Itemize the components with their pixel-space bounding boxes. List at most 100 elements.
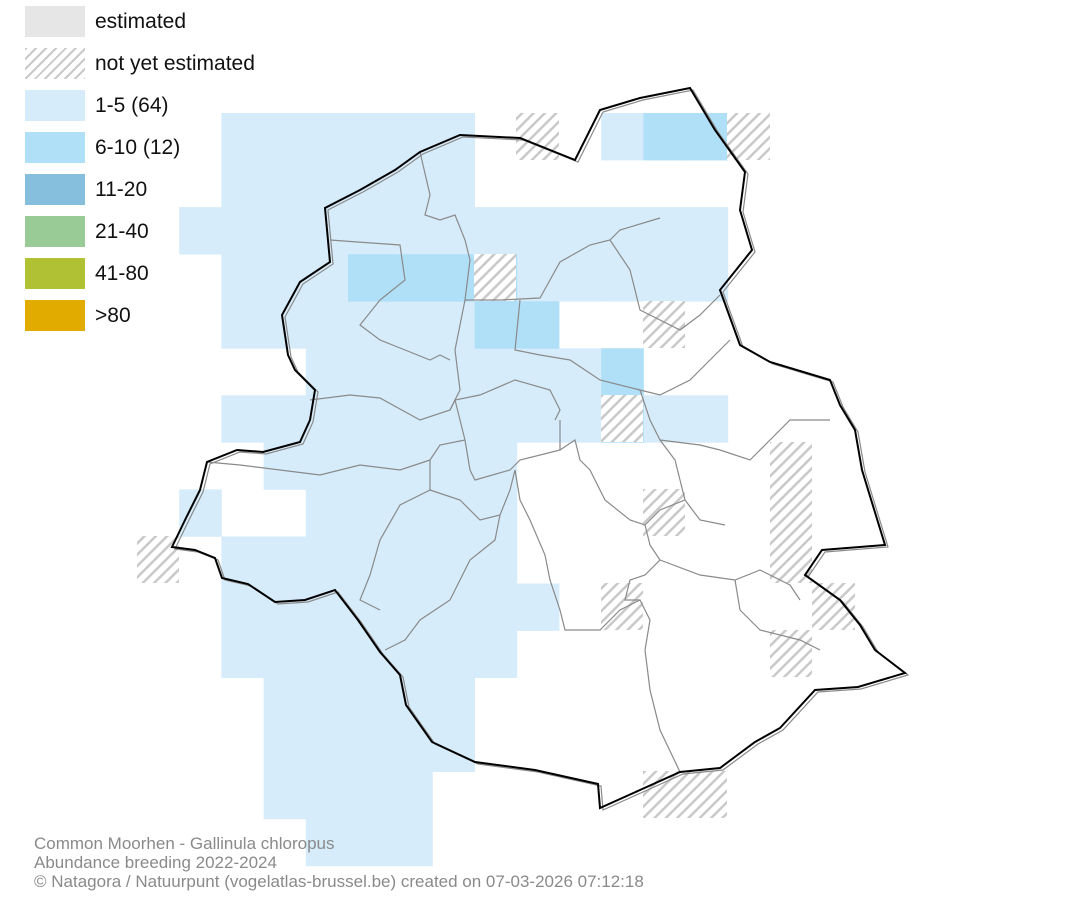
grid-cell-1-5	[474, 207, 518, 255]
municipality-borders	[206, 151, 830, 773]
legend-label: 41-80	[95, 262, 149, 285]
municipality-border	[429, 439, 466, 461]
grid-cell-1-5	[432, 724, 475, 773]
legend-swatch	[25, 216, 85, 247]
hatch-cell	[770, 442, 812, 489]
legend-swatch	[25, 300, 85, 331]
grid-cell-1-5	[432, 160, 475, 208]
map-caption: Common Moorhen - Gallinula chloropus Abu…	[34, 834, 644, 891]
grid-cell-1-5	[305, 489, 349, 537]
municipality-border	[429, 469, 516, 521]
grid-cell-1-5	[305, 771, 349, 820]
municipality-border	[559, 439, 726, 526]
legend-swatch	[25, 90, 85, 121]
legend-label: 1-5 (64)	[95, 94, 169, 117]
grid-cell-1-5	[263, 724, 307, 773]
grid-cell-1-5	[221, 207, 264, 255]
hatch-cell	[770, 630, 812, 677]
grid-cell-1-5	[474, 395, 518, 443]
municipality-border	[465, 217, 661, 301]
grid-cell-1-5	[474, 583, 518, 631]
grid-cell-1-5	[432, 536, 475, 584]
grid-cell-1-5	[263, 536, 307, 584]
grid-cell-1-5	[221, 395, 264, 443]
legend-swatch	[25, 258, 85, 289]
grid-cell-1-5	[685, 395, 729, 443]
grid-cell-1-5	[390, 536, 433, 584]
grid-cell-1-5	[474, 630, 518, 678]
municipality-border	[384, 514, 501, 651]
grid-cell-1-5	[601, 207, 644, 255]
grid-cell-1-5	[305, 113, 349, 161]
grid-cell-1-5	[348, 207, 391, 255]
grid-cell-1-5	[559, 207, 602, 255]
grid-cell-1-5	[348, 724, 391, 773]
grid-cell-1-5	[348, 489, 391, 537]
grid-cell-1-5	[263, 771, 307, 820]
legend-label: >80	[95, 304, 131, 327]
grid-cell-1-5	[559, 254, 602, 302]
municipality-border	[644, 649, 681, 773]
legend-label: 21-40	[95, 220, 149, 243]
grid-cell-1-5	[221, 160, 264, 208]
hatch-cell	[770, 489, 812, 536]
legend-swatch	[25, 6, 85, 37]
grid-cell-1-5	[516, 254, 560, 302]
grid-cell-1-5	[516, 348, 560, 396]
grid-cell-6-10	[390, 254, 433, 302]
grid-cell-1-5	[432, 630, 475, 678]
hatch-cell	[727, 113, 770, 160]
legend-label: 11-20	[95, 178, 148, 201]
hatch-cell	[643, 771, 727, 818]
municipality-border	[734, 579, 821, 651]
grid-cell-6-10	[474, 301, 518, 349]
region-outline	[170, 86, 908, 810]
grid-cell-1-5	[263, 113, 307, 161]
hatch-cell	[812, 583, 855, 630]
grid-cell-1-5	[601, 254, 644, 302]
grid-cell-1-5	[221, 113, 264, 161]
grid-cell-1-5	[263, 160, 307, 208]
grid-cell-1-5	[432, 348, 475, 396]
grid-cell-1-5	[305, 818, 349, 867]
grid-cell-1-5	[432, 301, 475, 349]
municipality-border	[659, 559, 801, 601]
grid-cell-1-5	[390, 395, 433, 443]
grid-cell-1-5	[390, 677, 433, 725]
grid-cell-1-5	[348, 113, 391, 161]
grid-cell-1-5	[305, 442, 349, 490]
grid-cell-1-5	[348, 583, 391, 631]
municipality-border	[329, 239, 451, 361]
grid-cell-1-5	[348, 771, 391, 820]
municipality-border	[419, 151, 471, 411]
grid-cell-1-5	[390, 818, 433, 867]
credits-line: © Natagora / Natuurpunt (vogelatlas-brus…	[34, 872, 644, 891]
grid-cell-1-5	[643, 207, 686, 255]
grid-cell-1-5	[221, 301, 264, 349]
grid-cell-1-5	[390, 207, 433, 255]
grid-cell-1-5	[305, 536, 349, 584]
grid-cell-1-5	[516, 583, 560, 631]
grid-cell-1-5	[348, 348, 391, 396]
grid-cell-6-10	[432, 254, 475, 302]
municipality-border	[454, 399, 561, 481]
grid-cell-1-5	[263, 677, 307, 725]
not-yet-estimated-cells	[137, 113, 855, 818]
grid-cell-1-5	[601, 113, 644, 161]
grid-cell-1-5	[516, 395, 560, 443]
legend-swatch-hatch	[25, 48, 85, 79]
hatch-cell	[137, 536, 179, 583]
grid-cell-1-5	[390, 301, 433, 349]
legend-swatch	[25, 174, 85, 205]
grid-cell-1-5	[474, 489, 518, 537]
municipality-border	[514, 469, 651, 651]
map-subtitle: Abundance breeding 2022-2024	[34, 853, 277, 872]
grid-cell-1-5	[390, 583, 433, 631]
grid-cell-1-5	[390, 771, 433, 820]
municipality-border	[624, 524, 661, 601]
municipality-border	[609, 239, 721, 331]
grid-cell-6-10	[601, 348, 644, 396]
grid-cell-1-5	[305, 301, 349, 349]
grid-cell-1-5	[263, 207, 307, 255]
grid-cell-1-5	[263, 630, 307, 678]
